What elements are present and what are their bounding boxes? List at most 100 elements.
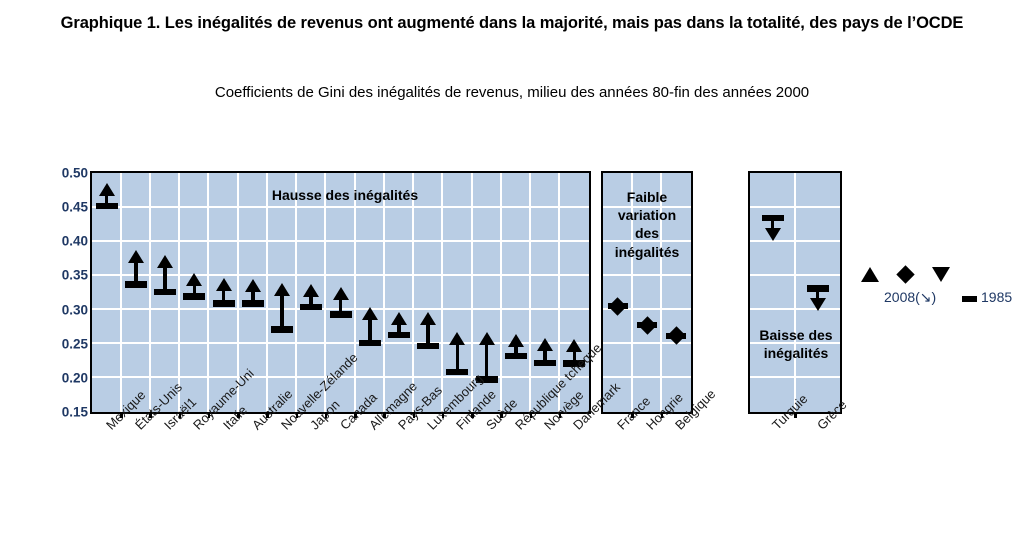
data-marker-stable — [627, 0, 667, 539]
gridline-horizontal — [749, 205, 840, 208]
data-marker-down — [753, 0, 793, 539]
y-axis-tick-label: 0.45 — [61, 199, 88, 215]
data-marker-up — [467, 0, 507, 539]
triangle-up-marker-2008 — [390, 311, 407, 325]
gridline-horizontal — [91, 376, 589, 379]
x-axis-tick — [631, 412, 634, 418]
gridline-vertical — [441, 172, 444, 412]
x-axis-tick — [237, 412, 240, 418]
data-marker-up — [379, 0, 419, 539]
y-axis-tick-label: 0.20 — [61, 370, 88, 386]
gridline-horizontal — [749, 239, 840, 242]
y-axis-tick-label: 0.30 — [61, 302, 88, 318]
triangle-up-marker-2008 — [186, 272, 203, 286]
triangle-up-marker-2008 — [127, 250, 144, 264]
x-axis-tick — [558, 412, 562, 418]
x-axis-tick — [266, 412, 269, 418]
change-stem — [221, 290, 226, 306]
gridline-vertical — [412, 172, 415, 412]
baseline-bar-1985 — [154, 288, 177, 296]
gridline-vertical — [529, 172, 532, 412]
baseline-bar-1985 — [212, 300, 235, 307]
gridline-horizontal — [749, 342, 840, 345]
triangle-up-marker-2008 — [507, 333, 524, 347]
gridline-horizontal — [602, 273, 691, 276]
change-stem — [280, 295, 284, 332]
change-stem — [770, 218, 775, 230]
gridline-horizontal — [602, 342, 691, 345]
bar-icon — [962, 296, 977, 302]
gridline-vertical — [119, 172, 122, 412]
x-axis-tick — [178, 412, 182, 418]
change-stem — [338, 299, 343, 317]
gridline-horizontal — [91, 239, 589, 242]
change-stem — [426, 323, 430, 348]
change-stem — [484, 343, 489, 382]
gridline-vertical — [265, 172, 268, 412]
change-stem — [397, 323, 401, 337]
change-stem — [367, 318, 372, 346]
baseline-bar-1985 — [761, 214, 784, 222]
baseline-bar-1985 — [241, 300, 264, 307]
legend-label-1985: 1985 — [981, 289, 1013, 305]
triangle-up-marker-2008 — [361, 306, 378, 320]
triangle-up-marker-2008 — [420, 311, 437, 325]
triangle-up-marker-2008 — [244, 278, 261, 292]
data-marker-up — [408, 0, 448, 539]
page-title: Graphique 1. Les inégalités de revenus o… — [60, 14, 964, 32]
triangle-up-marker-2008 — [215, 278, 232, 292]
x-axis-tick — [354, 412, 357, 418]
diamond-icon — [896, 265, 915, 284]
triangle-up-marker-2008 — [566, 339, 583, 353]
x-axis-tick — [120, 412, 123, 418]
data-marker-up — [291, 0, 331, 539]
x-axis-tick — [529, 412, 533, 418]
x-axis-tick — [500, 412, 503, 418]
x-axis-tick — [324, 412, 328, 418]
baseline-bar-1985 — [95, 202, 118, 210]
gridline-vertical — [382, 172, 385, 412]
data-marker-up — [496, 0, 536, 539]
y-axis-tick-label: 0.25 — [61, 336, 88, 352]
x-axis-tick — [794, 412, 797, 418]
data-marker-stable — [656, 0, 696, 539]
gridline-horizontal — [91, 273, 589, 276]
gridline-vertical — [660, 172, 663, 412]
triangle-up-icon — [861, 267, 879, 282]
change-stem — [455, 343, 460, 374]
data-marker-up — [145, 0, 185, 539]
gridline-horizontal — [602, 239, 691, 242]
gridline-vertical — [178, 172, 181, 412]
gridline-horizontal — [749, 376, 840, 379]
y-axis-tick-label: 0.35 — [61, 267, 88, 283]
change-stem — [543, 349, 547, 365]
gridline-vertical — [558, 172, 561, 412]
baseline-bar-1985 — [183, 293, 206, 300]
change-stem — [309, 295, 314, 309]
x-axis-tick — [295, 412, 299, 418]
gridline-vertical — [470, 172, 473, 412]
gridline-horizontal — [602, 308, 691, 311]
baseline-bar-1985 — [300, 303, 323, 311]
diamond-marker — [637, 316, 657, 335]
change-stem — [572, 351, 577, 366]
x-axis-tick — [149, 412, 152, 418]
gridline-horizontal — [602, 376, 691, 379]
baseline-bar-1985 — [271, 326, 294, 333]
data-marker-up — [262, 0, 302, 539]
x-axis-tick — [660, 412, 664, 418]
triangle-up-marker-2008 — [537, 337, 554, 351]
x-axis-tick — [471, 412, 474, 418]
change-stem — [514, 345, 518, 358]
change-stem — [192, 284, 197, 299]
triangle-up-marker-2008 — [478, 331, 495, 345]
gridline-vertical — [207, 172, 210, 412]
gridline-horizontal — [749, 308, 840, 311]
data-marker-up — [350, 0, 390, 539]
baseline-bar-1985 — [417, 342, 440, 350]
x-axis-tick — [441, 412, 445, 418]
baseline-bar-1985 — [806, 285, 829, 292]
change-stem — [104, 195, 109, 208]
panel-falling-inequality — [747, 170, 842, 414]
